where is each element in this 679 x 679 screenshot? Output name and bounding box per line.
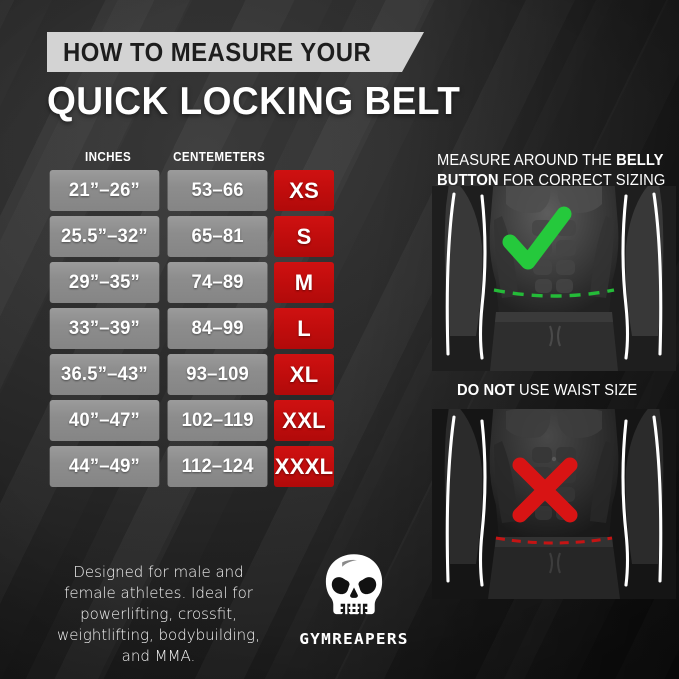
table-row: 36.5”–43” 93–109 XL — [48, 354, 334, 395]
cell-centimeters: 102–119 — [167, 400, 268, 441]
table-row: 29”–35” 74–89 M — [48, 262, 334, 303]
skull-icon — [325, 554, 383, 615]
product-description: Designed for male and female athletes. I… — [57, 563, 260, 665]
cell-inches: 21”–26” — [49, 170, 160, 211]
table-row: 40”–47” 102–119 XXL — [48, 400, 334, 441]
cell-size-label: XL — [274, 354, 334, 395]
table-row: 44”–49” 112–124 XXXL — [48, 446, 334, 487]
cell-centimeters: 84–99 — [167, 308, 268, 349]
cell-size-label: L — [274, 308, 334, 349]
instruction-correct-emphasis: BELLY BUTTON — [437, 152, 664, 189]
cell-size-label: S — [274, 216, 334, 257]
column-header-centimeters: CENTEMETERS — [173, 150, 266, 164]
cell-size-label: XS — [274, 170, 334, 211]
cell-centimeters: 65–81 — [167, 216, 268, 257]
cell-centimeters: 74–89 — [167, 262, 268, 303]
table-row: 21”–26” 53–66 XS — [48, 170, 334, 211]
brand-logo: GYMREAPERS — [288, 552, 420, 648]
measure-line-correct — [493, 288, 615, 298]
instruction-correct-pre: MEASURE AROUND THE — [437, 152, 617, 169]
table-row: 25.5”–32” 65–81 S — [48, 216, 334, 257]
instruction-correct-post: FOR CORRECT SIZING — [498, 172, 666, 189]
column-header-inches: INCHES — [85, 150, 132, 164]
cell-centimeters: 53–66 — [167, 170, 268, 211]
size-table: INCHES CENTEMETERS 21”–26” 53–66 XS 25.5… — [48, 150, 334, 492]
cell-centimeters: 112–124 — [167, 446, 268, 487]
instruction-incorrect: DO NOT USE WAIST SIZE — [457, 381, 676, 401]
table-header-row: INCHES CENTEMETERS — [48, 150, 334, 164]
instruction-correct: MEASURE AROUND THE BELLY BUTTON FOR CORR… — [437, 151, 675, 191]
cross-icon — [512, 457, 578, 523]
torso-illustration-incorrect — [432, 409, 676, 599]
cell-size-label: XXXL — [274, 446, 334, 487]
instruction-incorrect-emphasis: DO NOT — [457, 382, 515, 399]
brand-wordmark: GYMREAPERS — [299, 630, 409, 648]
cell-inches: 29”–35” — [49, 262, 160, 303]
cell-inches: 40”–47” — [49, 400, 160, 441]
banner-label: HOW TO MEASURE YOUR — [63, 36, 372, 67]
cell-size-label: XXL — [274, 400, 334, 441]
cell-inches: 44”–49” — [49, 446, 160, 487]
cell-size-label: M — [274, 262, 334, 303]
cell-inches: 33”–39” — [49, 308, 160, 349]
column-header-size — [275, 150, 332, 164]
torso-illustration-correct — [432, 186, 676, 371]
cell-centimeters: 93–109 — [167, 354, 268, 395]
figure-incorrect-measurement — [432, 409, 676, 599]
title-banner: HOW TO MEASURE YOUR — [47, 32, 424, 72]
check-icon — [502, 206, 572, 270]
figure-correct-measurement — [432, 186, 676, 371]
cell-inches: 36.5”–43” — [49, 354, 160, 395]
measure-line-incorrect — [495, 536, 613, 545]
instruction-incorrect-post: USE WAIST SIZE — [514, 382, 638, 399]
table-row: 33”–39” 84–99 L — [48, 308, 334, 349]
page-title: QUICK LOCKING BELT — [47, 80, 461, 123]
cell-inches: 25.5”–32” — [49, 216, 160, 257]
